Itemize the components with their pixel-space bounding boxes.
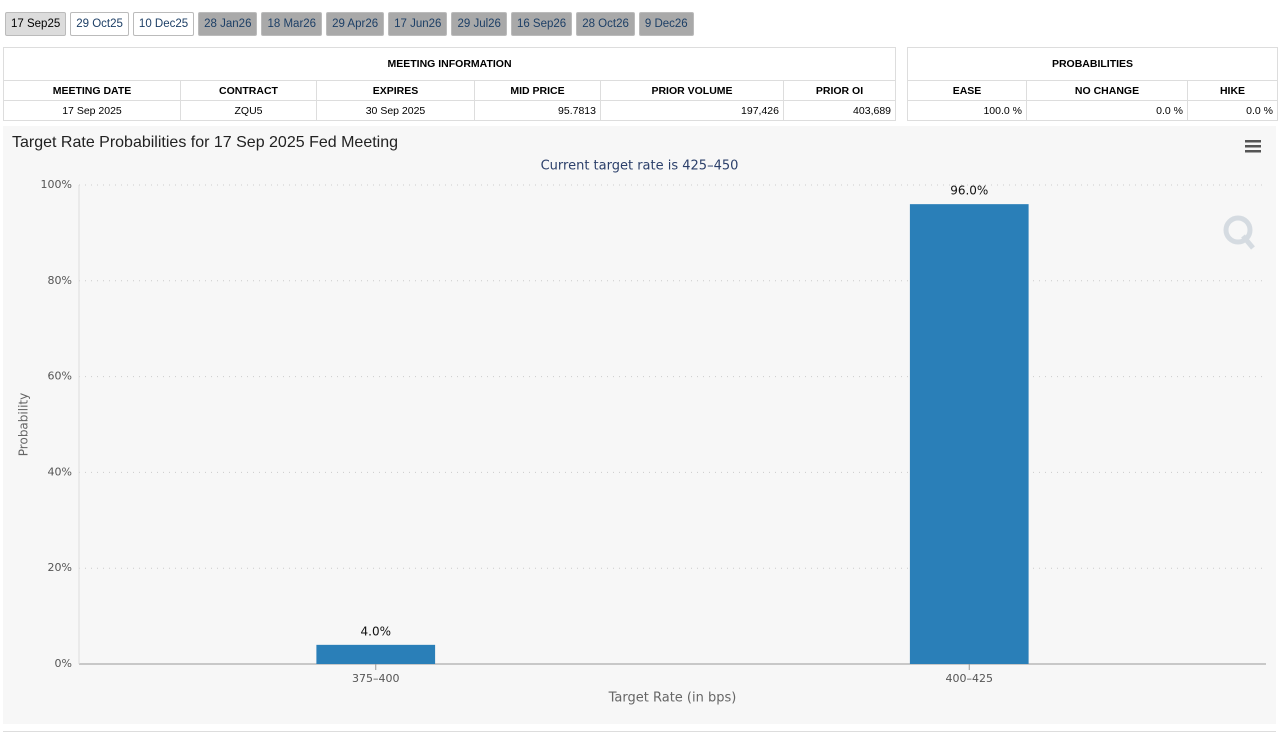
menu-icon[interactable] xyxy=(1245,140,1261,153)
column-header: CONTRACT xyxy=(180,80,317,101)
logo xyxy=(1223,215,1255,250)
y-tick-label: 40% xyxy=(48,465,72,478)
title-row: PROBABILITIES xyxy=(907,47,1278,81)
y-tick-label: 0% xyxy=(55,657,72,670)
header-row: EASE NO CHANGE HIKE xyxy=(907,80,1278,101)
title-row: MEETING INFORMATION xyxy=(2,47,897,81)
y-tick-label: 80% xyxy=(48,274,72,287)
cell: 95.7813 xyxy=(474,100,601,121)
data-row: 17 Sep 2025 ZQU5 30 Sep 2025 95.7813 197,426… xyxy=(3,100,897,121)
cell: 403,689 xyxy=(782,100,897,121)
meeting-tab[interactable]: 29 Oct25 xyxy=(70,12,129,36)
cell: 100.0 % xyxy=(907,100,1027,121)
x-tick-label: 375–400 xyxy=(352,672,400,685)
cell: 17 Sep 2025 xyxy=(3,100,181,121)
meeting-tab[interactable]: 10 Dec25 xyxy=(132,12,195,36)
y-axis-label: Probability xyxy=(17,393,31,456)
column-header: MEETING DATE xyxy=(3,80,181,101)
cell: 0.0 % xyxy=(1187,100,1278,121)
cell: 197,426 xyxy=(600,100,784,121)
chart-subtitle: Current target rate is 425–450 xyxy=(541,159,739,174)
column-header: HIKE xyxy=(1187,80,1278,101)
bar xyxy=(316,644,436,664)
column-header: PRIOR OI xyxy=(782,80,897,101)
meeting-tab[interactable]: 16 Sep26 xyxy=(510,12,573,36)
meeting-tab[interactable]: 29 Jul26 xyxy=(451,12,507,36)
header-row: MEETING DATE CONTRACT EXPIRES MID PRICE PRIO… xyxy=(3,80,897,101)
x-axis-label: Target Rate (in bps) xyxy=(608,691,737,706)
chart-title: Target Rate Probabilities for 17 Sep 202… xyxy=(12,134,398,151)
table-title: MEETING INFORMATION xyxy=(2,47,897,81)
meeting-tabs: 17 Sep25 29 Oct25 10 Dec25 28 Jan26 18 Mar26… xyxy=(5,12,694,36)
y-tick-label: 20% xyxy=(48,561,72,574)
probabilities-table: PROBABILITIES EASE NO CHANGE HIKE 100.0 % 0.0… xyxy=(907,47,1278,121)
column-header: EASE xyxy=(907,80,1027,101)
meeting-tab[interactable]: 28 Oct26 xyxy=(576,12,635,36)
cell: 30 Sep 2025 xyxy=(316,100,475,121)
table-title: PROBABILITIES xyxy=(907,47,1278,81)
meeting-tab[interactable]: 28 Jan26 xyxy=(198,12,258,36)
chart-background xyxy=(3,126,1276,724)
meeting-table: MEETING INFORMATION MEETING DATE CONTRACT E… xyxy=(2,47,897,121)
bar xyxy=(909,204,1029,664)
meeting-tab[interactable]: 9 Dec26 xyxy=(638,12,694,36)
meeting-tab[interactable]: 17 Jun26 xyxy=(388,12,448,36)
column-header: PRIOR VOLUME xyxy=(600,80,784,101)
column-header: MID PRICE xyxy=(474,80,601,101)
chart: Target Rate Probabilities for 17 Sep 202… xyxy=(3,126,1276,724)
data-row: 100.0 % 0.0 % 0.0 % xyxy=(907,100,1278,121)
data-label: 96.0% xyxy=(950,184,988,198)
data-label: 4.0% xyxy=(361,624,392,638)
column-header: EXPIRES xyxy=(316,80,475,101)
x-tick-label: 400–425 xyxy=(946,672,994,685)
meeting-tab[interactable]: 18 Mar26 xyxy=(261,12,323,36)
y-tick-label: 60% xyxy=(48,370,72,383)
y-tick-label: 100% xyxy=(41,178,72,191)
cell: 0.0 % xyxy=(1026,100,1188,121)
meeting-tab[interactable]: 29 Apr26 xyxy=(326,12,385,36)
divider xyxy=(3,731,1276,732)
meeting-tab[interactable]: 17 Sep25 xyxy=(5,12,67,36)
column-header: NO CHANGE xyxy=(1026,80,1188,101)
cell: ZQU5 xyxy=(180,100,317,121)
